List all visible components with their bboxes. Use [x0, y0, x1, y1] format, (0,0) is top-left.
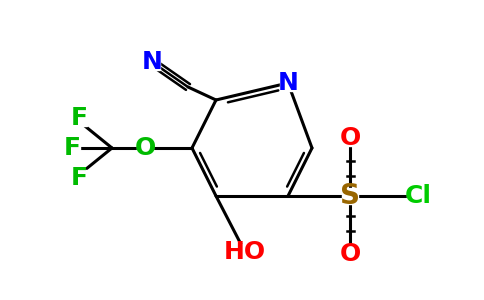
Bar	[71, 170, 87, 186]
Text: O: O	[339, 126, 361, 150]
Text: Cl: Cl	[405, 184, 432, 208]
Bar	[342, 130, 358, 146]
Text: N: N	[277, 71, 299, 95]
Text: F: F	[71, 106, 88, 130]
Bar	[342, 188, 358, 204]
Bar	[64, 140, 80, 156]
Text: S: S	[340, 182, 360, 210]
Bar	[137, 140, 153, 156]
Bar	[231, 244, 259, 260]
Text: O: O	[135, 136, 156, 160]
Bar	[407, 188, 429, 204]
Text: N: N	[141, 50, 163, 74]
Bar	[280, 75, 296, 91]
Text: F: F	[71, 166, 88, 190]
Text: O: O	[339, 242, 361, 266]
Bar	[71, 110, 87, 126]
Bar	[342, 246, 358, 262]
Text: F: F	[63, 136, 80, 160]
Text: HO: HO	[224, 240, 266, 264]
Bar	[144, 54, 160, 70]
